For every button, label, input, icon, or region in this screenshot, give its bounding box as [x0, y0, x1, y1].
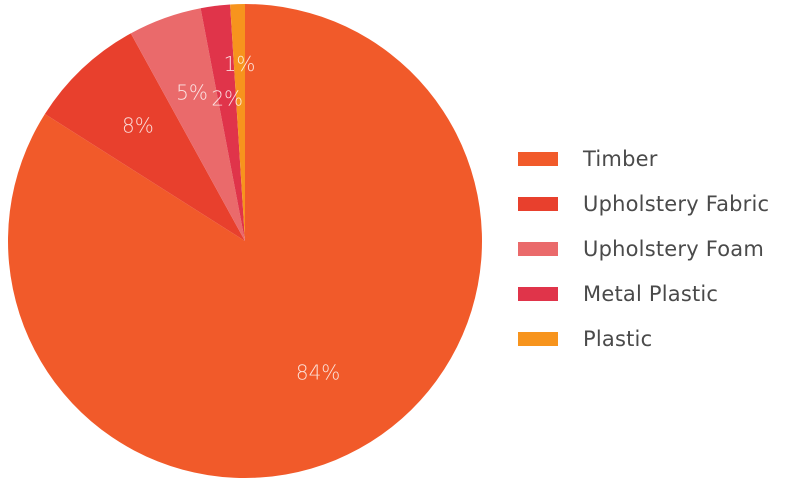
legend-label: Upholstery Foam — [583, 236, 765, 261]
legend-label: Timber — [583, 146, 658, 171]
legend-label: Plastic — [583, 326, 653, 351]
legend-item-metal-plastic: Metal Plastic — [518, 271, 788, 316]
legend-label: Upholstery Fabric — [583, 191, 770, 216]
legend-item-plastic: Plastic — [518, 316, 788, 361]
pie-slice-upholstery-foam — [130, 8, 245, 242]
pie-slice-upholstery-fabric — [44, 33, 245, 241]
legend-swatch — [518, 241, 558, 256]
pie-slices — [7, 4, 482, 478]
slice-label-upholstery-foam: 5% — [176, 80, 208, 104]
legend-swatch — [518, 196, 558, 211]
pie-slice-plastic — [230, 4, 245, 241]
pie-value-labels: 84% 8% 5% 2% 1% — [122, 52, 340, 384]
pie-slice-timber — [7, 4, 482, 478]
pie-slice-metal-plastic — [200, 4, 245, 241]
legend-item-upholstery-fabric: Upholstery Fabric — [518, 181, 788, 226]
legend-item-timber: Timber — [518, 136, 788, 181]
legend-item-upholstery-foam: Upholstery Foam — [518, 226, 788, 271]
slice-label-upholstery-fabric: 8% — [122, 114, 154, 138]
legend-swatch — [518, 151, 558, 166]
chart-legend: Timber Upholstery Fabric Upholstery Foam Me… — [518, 136, 788, 361]
legend-label: Metal Plastic — [583, 281, 719, 306]
slice-label-metal-plastic: 2% — [211, 86, 243, 110]
legend-swatch — [518, 331, 558, 346]
legend-swatch — [518, 286, 558, 301]
slice-label-timber: 84% — [296, 360, 340, 384]
slice-label-plastic: 1% — [224, 52, 256, 76]
